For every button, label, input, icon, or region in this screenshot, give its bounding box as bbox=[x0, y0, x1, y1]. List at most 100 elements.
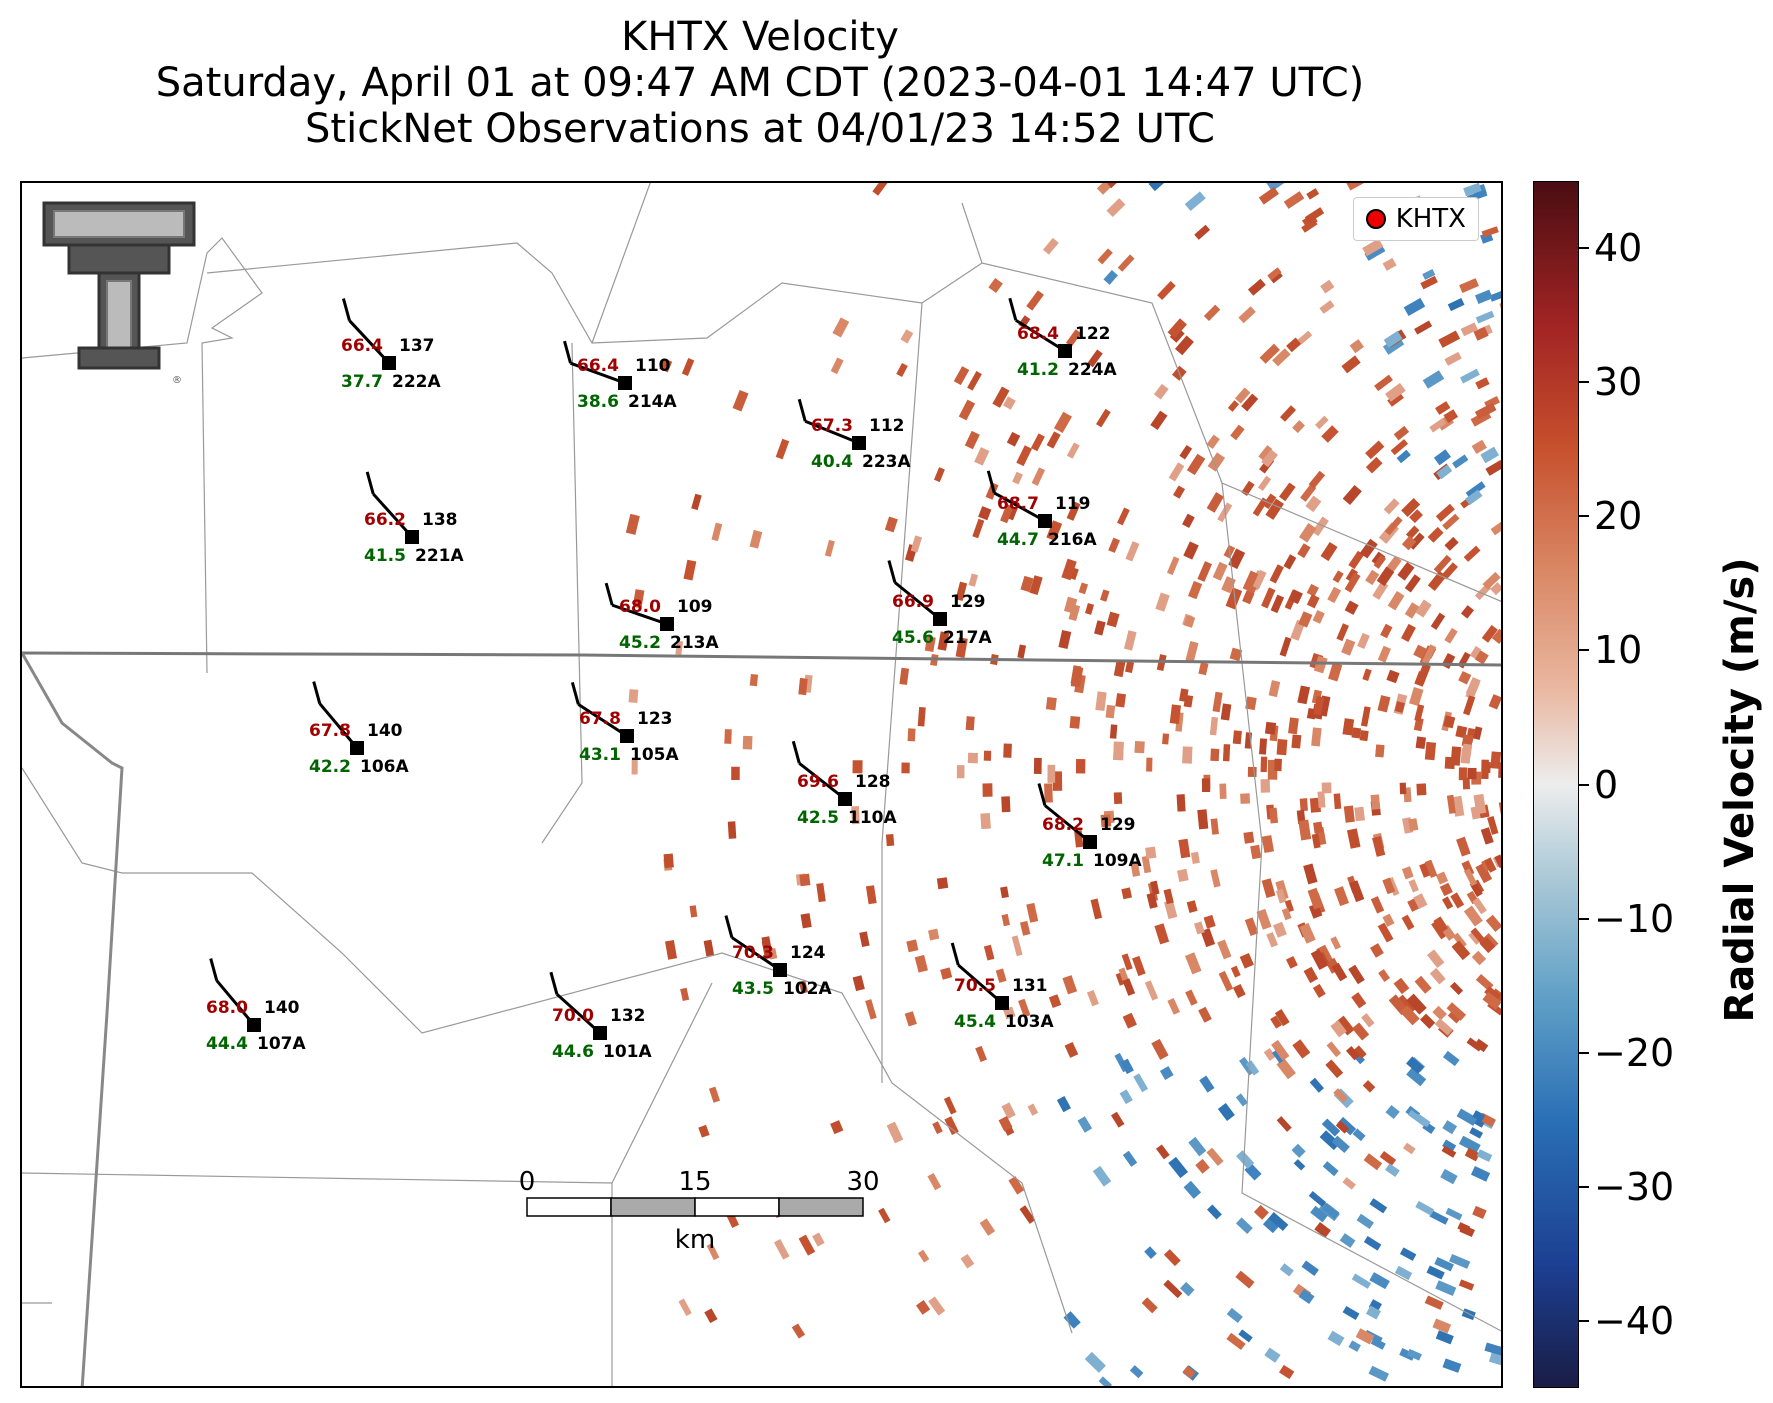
wind-barb-flag bbox=[950, 942, 960, 966]
sticknet-station-223A: 67.3 112 40.4 223A bbox=[797, 398, 911, 472]
radar-gate bbox=[1441, 1145, 1457, 1158]
radar-gate bbox=[1298, 819, 1312, 841]
radar-gate bbox=[1430, 612, 1446, 630]
radar-gate bbox=[1481, 625, 1498, 643]
radar-gate bbox=[1310, 949, 1328, 970]
radar-gate bbox=[1185, 641, 1199, 663]
radar-gate bbox=[1429, 968, 1446, 985]
station-dewpoint: 41.5 bbox=[364, 546, 406, 566]
radar-gate bbox=[1257, 475, 1272, 491]
radar-gate bbox=[1484, 1342, 1501, 1357]
radar-gate bbox=[1303, 966, 1319, 984]
radar-gate bbox=[1319, 1130, 1341, 1151]
radar-gate bbox=[1247, 766, 1257, 777]
radar-gate bbox=[1129, 1365, 1144, 1379]
station-marker bbox=[660, 617, 674, 631]
radar-gate bbox=[1397, 562, 1415, 581]
station-id: 102A bbox=[783, 979, 832, 999]
radar-gate bbox=[1424, 859, 1438, 878]
radar-gate bbox=[1378, 969, 1391, 982]
radar-gate bbox=[1380, 623, 1393, 639]
radar-gate bbox=[691, 493, 702, 511]
station-marker bbox=[852, 436, 866, 450]
radar-gate bbox=[711, 522, 723, 542]
radar-gate bbox=[1365, 569, 1380, 586]
radar-gate bbox=[1352, 1128, 1366, 1142]
radar-gate bbox=[1230, 965, 1241, 978]
radar-gate bbox=[1244, 917, 1259, 937]
radar-gate bbox=[1182, 1365, 1196, 1379]
radar-gate bbox=[907, 728, 916, 742]
radar-gate bbox=[1406, 1056, 1425, 1074]
radar-gate bbox=[1402, 1142, 1416, 1155]
radar-gate bbox=[1221, 576, 1236, 594]
radar-gate bbox=[1362, 1080, 1376, 1093]
radar-gate bbox=[1485, 914, 1501, 932]
radar-gate bbox=[983, 750, 992, 761]
radar-gate bbox=[1163, 888, 1174, 905]
radar-gate bbox=[1262, 1218, 1279, 1234]
radar-gate bbox=[1354, 806, 1366, 822]
radar-gate bbox=[1299, 798, 1308, 812]
radar-gate bbox=[1408, 818, 1419, 832]
colorbar-tick-label: 40 bbox=[1594, 226, 1643, 271]
radar-gate bbox=[1235, 1270, 1255, 1289]
radar-gate bbox=[1344, 572, 1361, 593]
radar-gate bbox=[1180, 1281, 1195, 1297]
radar-gate bbox=[1206, 434, 1220, 449]
radar-gate bbox=[1144, 1246, 1157, 1260]
station-id: 109A bbox=[1093, 851, 1142, 871]
radar-gate bbox=[1268, 680, 1281, 698]
station-temperature: 69.6 bbox=[797, 772, 839, 792]
radar-gate bbox=[901, 762, 910, 774]
scale-tick-15: 15 bbox=[678, 1167, 711, 1197]
colorbar-tick bbox=[1579, 381, 1589, 384]
station-dewpoint: 47.1 bbox=[1042, 851, 1084, 871]
radar-gate bbox=[1235, 1217, 1253, 1235]
radar-gate bbox=[1001, 913, 1011, 927]
radar-gate bbox=[978, 506, 992, 521]
radar-gate bbox=[1266, 932, 1279, 948]
station-id: 217A bbox=[943, 628, 992, 648]
scale-tick-30: 30 bbox=[846, 1167, 879, 1197]
radar-gate bbox=[1474, 402, 1497, 420]
radar-gate bbox=[1413, 893, 1428, 909]
radar-gate bbox=[1280, 405, 1297, 422]
radar-gate bbox=[965, 716, 975, 731]
county-line bbox=[22, 982, 713, 1184]
station-dewpoint: 43.5 bbox=[732, 979, 774, 999]
radar-gate bbox=[1436, 464, 1453, 480]
radar-gate bbox=[1330, 936, 1341, 950]
radar-gate bbox=[1348, 550, 1365, 570]
radar-gate bbox=[1108, 537, 1120, 553]
radar-map[interactable]: 66.4 137 37.7 222A 66.4 110 38.6 214A 68.4 122 41.… bbox=[20, 181, 1503, 1388]
radar-gate bbox=[1227, 400, 1240, 412]
radar-gate bbox=[1098, 1376, 1113, 1386]
station-marker bbox=[247, 1018, 261, 1032]
radar-gate bbox=[1179, 444, 1193, 460]
radar-gate bbox=[1346, 183, 1365, 191]
station-id: 105A bbox=[630, 745, 679, 765]
radar-gate bbox=[1351, 1273, 1372, 1289]
radar-gate bbox=[1002, 396, 1016, 410]
station-dewpoint: 42.5 bbox=[797, 808, 839, 828]
station-marker bbox=[593, 1026, 607, 1040]
station-dewpoint: 45.6 bbox=[892, 628, 934, 648]
wind-barb-flag bbox=[1008, 297, 1018, 321]
radar-gate bbox=[1458, 1279, 1475, 1291]
radar-gate bbox=[1256, 908, 1272, 930]
radar-gate bbox=[1441, 652, 1456, 669]
colorbar-tick-label: −30 bbox=[1594, 1164, 1675, 1209]
radar-gate bbox=[1369, 1198, 1388, 1214]
radar-gate bbox=[1274, 758, 1282, 772]
radar-gate bbox=[1183, 1180, 1202, 1199]
radar-gate bbox=[1459, 278, 1479, 293]
radar-gate bbox=[1265, 498, 1284, 520]
station-temperature: 66.2 bbox=[364, 510, 406, 530]
radar-gate bbox=[1307, 887, 1324, 910]
radar-gate bbox=[1336, 623, 1349, 642]
radar-gate bbox=[1188, 580, 1203, 600]
radar-gate bbox=[1269, 807, 1279, 824]
radar-gate bbox=[1409, 686, 1424, 707]
radar-gate bbox=[1404, 602, 1420, 619]
